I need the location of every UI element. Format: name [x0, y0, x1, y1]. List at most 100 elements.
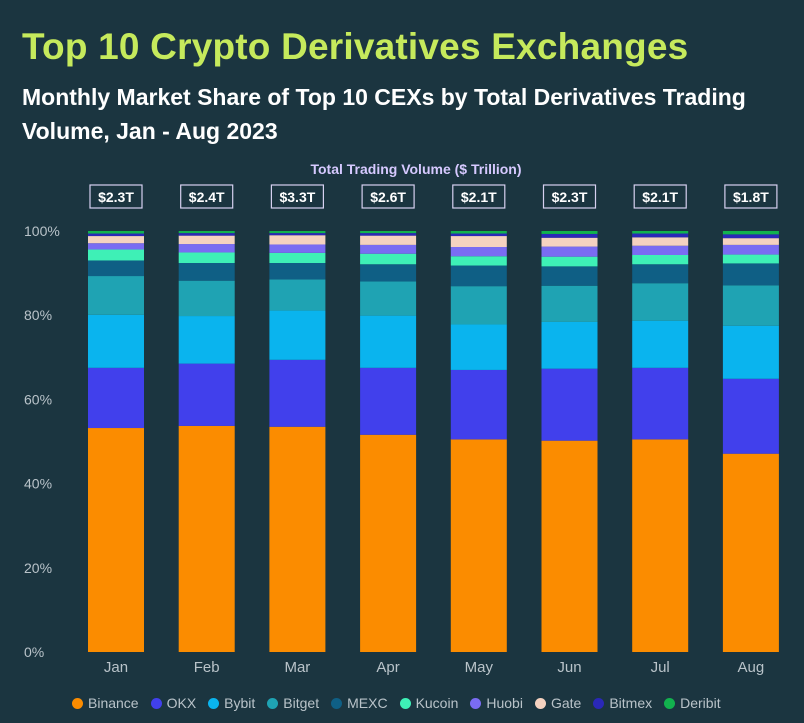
- legend-label: Bitget: [283, 695, 320, 711]
- legend-swatch: [267, 697, 279, 709]
- x-tick-label: Jan: [104, 659, 128, 676]
- bar-segment-kucoin: [450, 256, 507, 266]
- bar-segment-kucoin: [88, 249, 144, 261]
- bar-segment-binance: [541, 440, 598, 652]
- bar-segment-gate: [88, 236, 144, 244]
- bar-segment-bybit: [88, 314, 144, 368]
- bar-segment-huobi: [632, 245, 689, 255]
- bar-segment-bybit: [722, 325, 779, 379]
- volume-label: $2.1T: [642, 189, 678, 205]
- legend-item: MEXC: [331, 695, 388, 711]
- legend-swatch: [470, 697, 482, 709]
- x-tick-label: May: [465, 659, 494, 676]
- bar-segment-okx: [722, 378, 779, 454]
- legend-label: Binance: [88, 695, 139, 711]
- bar-segment-bitget: [269, 279, 326, 311]
- bar-segment-gate: [178, 235, 235, 245]
- legend-label: MEXC: [347, 695, 388, 711]
- y-tick-label: 40%: [24, 476, 52, 492]
- legend-item: Bitget: [267, 695, 319, 711]
- bar-segment-bitget: [178, 280, 235, 317]
- bar-segment-gate: [632, 237, 689, 246]
- bar-segment-gate: [360, 235, 417, 245]
- bar-segment-binance: [632, 439, 689, 652]
- volume-label-box: [633, 184, 687, 209]
- legend-item: Deribit: [664, 695, 721, 711]
- volume-label-box: [361, 184, 415, 209]
- y-tick-label: 60%: [24, 391, 52, 407]
- bar-segment-deribit: [269, 231, 326, 234]
- volume-label: $2.6T: [370, 189, 406, 205]
- volume-labels: $2.3T $2.4T $3.3T $2.6T $2.1T $2.3T $2.1T $1.8T: [89, 184, 778, 209]
- volume-label-box: [89, 184, 143, 209]
- legend-item: Bybit: [208, 695, 255, 711]
- bar-segment-okx: [632, 367, 689, 440]
- bar-segment-bitmex: [541, 233, 598, 238]
- y-axis: 0% 20% 40% 60% 80% 100%: [24, 223, 60, 660]
- bar-segment-mexc: [269, 262, 326, 280]
- bar-segment-bitget: [88, 276, 144, 315]
- bar-segment-mexc: [88, 260, 144, 277]
- bar-segment-okx: [178, 363, 235, 426]
- legend-item: Gate: [534, 695, 581, 711]
- bar-segment-bitmex: [632, 233, 689, 238]
- volume-label-box: [542, 184, 597, 209]
- bar-segment-deribit: [178, 231, 235, 234]
- bar-segment-binance: [269, 426, 326, 652]
- bar-segment-deribit: [541, 231, 598, 234]
- volume-label-box: [270, 184, 324, 209]
- bar-segment-kucoin: [360, 253, 417, 265]
- y-tick-label: 20%: [24, 560, 52, 576]
- volume-label: $2.3T: [98, 189, 134, 205]
- legend-swatch: [72, 697, 83, 709]
- volume-title: Total Trading Volume ($ Trillion): [310, 161, 521, 177]
- bar-segment-bybit: [632, 320, 689, 368]
- x-tick-label: Apr: [376, 659, 399, 676]
- bar-segment-gate: [541, 237, 598, 247]
- volume-label: $2.1T: [461, 189, 497, 205]
- bar-segment-binance: [88, 428, 144, 652]
- bar-segment-bitget: [450, 286, 507, 325]
- bar-segment-huobi: [450, 246, 507, 257]
- bar-segment-binance: [450, 439, 507, 652]
- bar-segment-deribit: [360, 231, 417, 234]
- volume-label: $1.8T: [733, 189, 769, 205]
- legend-item: Bitmex: [593, 695, 652, 711]
- bar-segment-bitmex: [360, 233, 417, 236]
- volume-label-box: [180, 184, 234, 209]
- bar-segment-kucoin: [541, 256, 598, 267]
- bar-segment-bitmex: [88, 233, 144, 237]
- bar-segment-huobi: [360, 244, 417, 254]
- y-tick-label: 100%: [24, 223, 60, 239]
- bar-segment-huobi: [269, 244, 326, 253]
- bar-segment-okx: [88, 367, 144, 429]
- chart-subtitle: Monthly Market Share of Top 10 CEXs by T…: [22, 84, 746, 144]
- bar-segment-huobi: [541, 246, 598, 257]
- legend-label: Huobi: [486, 695, 523, 711]
- x-tick-label: Feb: [194, 659, 220, 676]
- bar-segment-mexc: [360, 264, 417, 282]
- legend-item: Kucoin: [399, 695, 458, 711]
- bar-segment-bybit: [450, 324, 507, 370]
- legend-swatch: [664, 697, 676, 709]
- volume-label: $3.3T: [279, 189, 315, 205]
- bar-segment-deribit: [88, 231, 144, 234]
- bar-segment-bitget: [360, 281, 417, 316]
- bar-segment-deribit: [450, 231, 507, 234]
- bar-segment-gate: [269, 235, 326, 245]
- x-tick-label: Jul: [651, 659, 670, 676]
- bar-segment-bybit: [269, 310, 326, 360]
- y-tick-label: 80%: [24, 307, 52, 323]
- bar-segment-deribit: [722, 231, 779, 235]
- bar-segment-bitmex: [269, 233, 326, 236]
- x-tick-label: Mar: [284, 659, 310, 676]
- bar-segment-bitget: [632, 283, 689, 321]
- bar-segment-deribit: [632, 231, 689, 234]
- legend-swatch: [593, 697, 605, 709]
- bar-segment-huobi: [178, 244, 235, 253]
- legend-swatch: [399, 697, 411, 709]
- bar-segment-binance: [722, 453, 779, 652]
- bar-segment-mexc: [722, 263, 779, 286]
- bar-segment-kucoin: [632, 254, 689, 265]
- bar-segment-kucoin: [269, 252, 326, 263]
